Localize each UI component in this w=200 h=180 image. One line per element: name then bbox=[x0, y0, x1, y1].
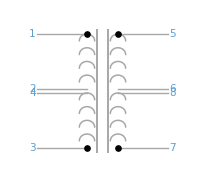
Text: 3: 3 bbox=[29, 143, 36, 153]
Text: 1: 1 bbox=[29, 29, 36, 39]
Text: 8: 8 bbox=[169, 88, 176, 98]
Text: 4: 4 bbox=[29, 88, 36, 98]
Text: 7: 7 bbox=[169, 143, 176, 153]
Text: 6: 6 bbox=[169, 84, 176, 94]
Text: 5: 5 bbox=[169, 29, 176, 39]
Text: 2: 2 bbox=[29, 84, 36, 94]
